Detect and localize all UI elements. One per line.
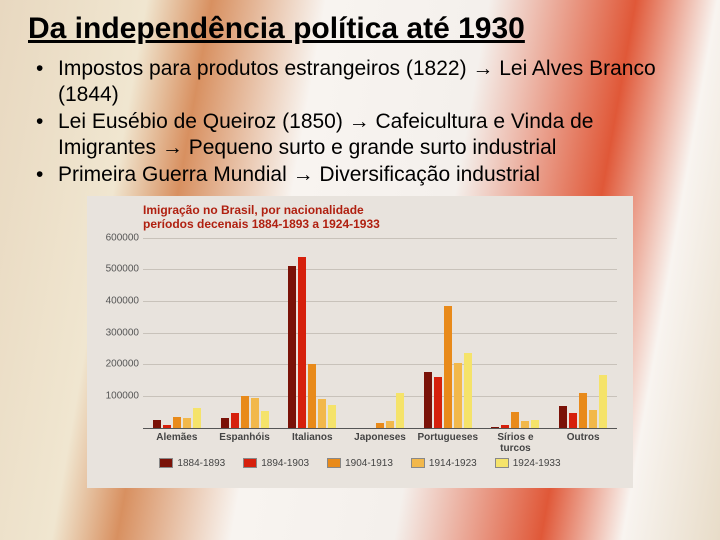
- y-tick-label: 300000: [106, 327, 139, 338]
- legend-item: 1904-1913: [327, 458, 393, 469]
- y-tick-label: 600000: [106, 232, 139, 243]
- bar: [241, 396, 249, 428]
- legend-label: 1884-1893: [177, 458, 225, 469]
- legend-label: 1894-1903: [261, 458, 309, 469]
- bar: [328, 405, 336, 428]
- bar-group: [143, 238, 211, 428]
- bullet-item: Impostos para produtos estrangeiros (182…: [58, 56, 692, 107]
- legend-swatch: [411, 458, 425, 468]
- bar: [424, 372, 432, 427]
- bar: [193, 408, 201, 428]
- bar: [464, 353, 472, 427]
- bar: [434, 377, 442, 428]
- legend-swatch: [159, 458, 173, 468]
- x-tick-label: Alemães: [143, 428, 211, 448]
- chart-legend: 1884-1893 1894-1903 1904-1913 1914-1923 1924…: [97, 458, 623, 469]
- bar: [444, 306, 452, 428]
- y-tick-label: 500000: [106, 264, 139, 275]
- bar: [261, 411, 269, 427]
- bar: [589, 410, 597, 427]
- bar: [521, 421, 529, 428]
- bar: [221, 418, 229, 428]
- legend-swatch: [243, 458, 257, 468]
- bar: [579, 393, 587, 428]
- x-tick-label: Italianos: [278, 428, 346, 448]
- bar: [396, 393, 404, 428]
- legend-item: 1924-1933: [495, 458, 561, 469]
- bar: [153, 420, 161, 427]
- legend-swatch: [327, 458, 341, 468]
- bar: [569, 413, 577, 427]
- bullet-item: Primeira Guerra Mundial → Diversificação…: [58, 162, 692, 188]
- bar: [183, 418, 191, 428]
- bar: [318, 399, 326, 428]
- immigration-chart: Imigração no Brasil, por nacionalidade p…: [87, 196, 633, 488]
- y-axis: 100000200000300000400000500000600000: [97, 238, 143, 428]
- bar-group: [346, 238, 414, 428]
- chart-title-line1: Imigração no Brasil, por nacionalidade: [143, 203, 364, 217]
- bar: [288, 266, 296, 428]
- x-tick-label: Espanhóis: [211, 428, 279, 448]
- bar: [173, 417, 181, 428]
- bar: [559, 406, 567, 428]
- y-tick-label: 100000: [106, 390, 139, 401]
- legend-label: 1924-1933: [513, 458, 561, 469]
- bar-groups: [143, 238, 617, 428]
- x-tick-label: Outros: [549, 428, 617, 448]
- bar: [511, 412, 519, 427]
- bar-group: [482, 238, 550, 428]
- bar: [231, 413, 239, 427]
- x-tick-label: Japoneses: [346, 428, 414, 448]
- bar-group: [278, 238, 346, 428]
- chart-title: Imigração no Brasil, por nacionalidade p…: [143, 204, 623, 232]
- legend-item: 1914-1923: [411, 458, 477, 469]
- x-tick-label: Portugueses: [414, 428, 482, 448]
- bar: [298, 257, 306, 428]
- bar-group: [211, 238, 279, 428]
- x-tick-label: Sírios e turcos: [482, 428, 550, 448]
- bar-group: [549, 238, 617, 428]
- bullet-item: Lei Eusébio de Queiroz (1850) → Cafeicul…: [58, 109, 692, 160]
- bar: [251, 398, 259, 428]
- chart-title-line2: períodos decenais 1884-1893 a 1924-1933: [143, 217, 380, 231]
- y-tick-label: 200000: [106, 359, 139, 370]
- legend-item: 1894-1903: [243, 458, 309, 469]
- bar-group: [414, 238, 482, 428]
- legend-item: 1884-1893: [159, 458, 225, 469]
- legend-label: 1904-1913: [345, 458, 393, 469]
- bar: [599, 375, 607, 427]
- y-tick-label: 400000: [106, 295, 139, 306]
- page-title: Da independência política até 1930: [28, 12, 692, 46]
- bar: [308, 364, 316, 427]
- bar: [531, 420, 539, 428]
- bar: [454, 363, 462, 428]
- legend-swatch: [495, 458, 509, 468]
- chart-plot: 100000200000300000400000500000600000 Ale…: [97, 238, 617, 448]
- bullet-list: Impostos para produtos estrangeiros (182…: [28, 56, 692, 188]
- x-axis-labels: AlemãesEspanhóisItalianosJaponesesPortug…: [143, 428, 617, 448]
- legend-label: 1914-1923: [429, 458, 477, 469]
